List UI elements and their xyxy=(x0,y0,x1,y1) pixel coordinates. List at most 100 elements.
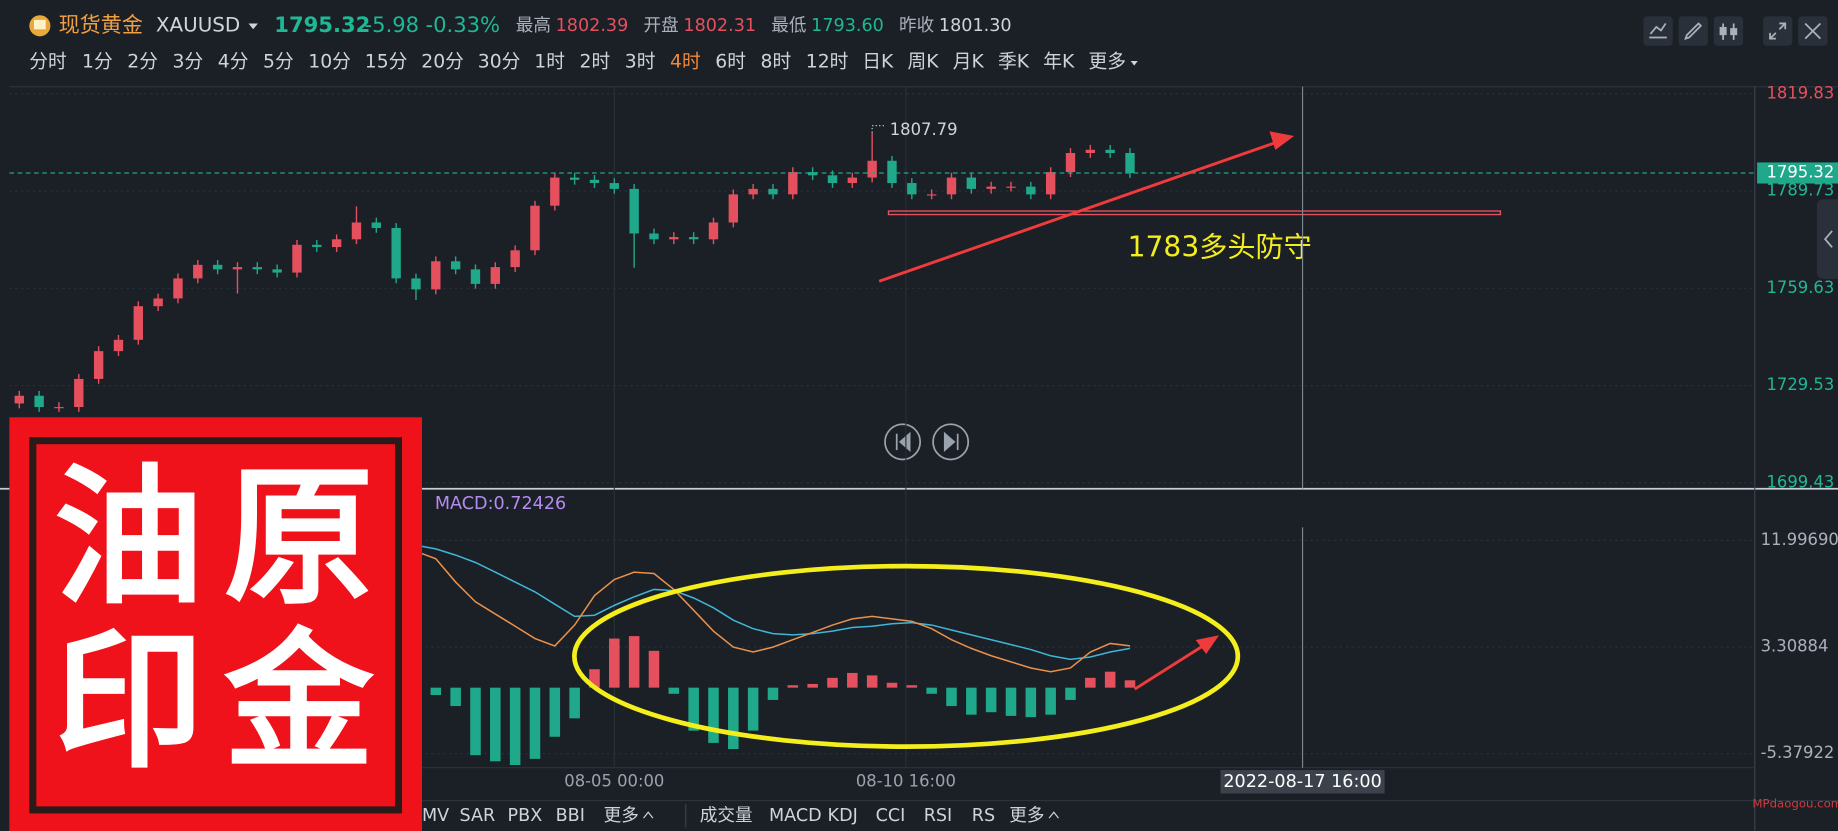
candle-body xyxy=(1125,153,1135,174)
period-tab[interactable]: 10分 xyxy=(308,51,351,73)
macd-bar xyxy=(1124,680,1136,688)
indicator-tab[interactable]: KDJ xyxy=(828,806,858,826)
macd-bar xyxy=(708,687,719,743)
seal-outer xyxy=(9,417,422,831)
period-tab[interactable]: 1时 xyxy=(534,51,565,73)
period-tab[interactable]: 2时 xyxy=(580,51,611,73)
macd-bar xyxy=(1025,687,1037,718)
candle-body xyxy=(292,244,302,273)
y-tick-label: 3.30884 xyxy=(1761,637,1829,656)
period-tab[interactable]: 12时 xyxy=(806,51,849,73)
period-tab[interactable]: 30分 xyxy=(478,51,521,73)
period-tab[interactable]: 4分 xyxy=(218,51,249,73)
candle-body xyxy=(113,339,124,352)
indicator-tab[interactable]: CCI xyxy=(876,806,906,826)
period-tab[interactable]: 1分 xyxy=(82,51,113,73)
period-tab[interactable]: 周K xyxy=(908,52,940,73)
period-tab[interactable]: 5分 xyxy=(263,51,294,73)
candle-body xyxy=(450,261,461,270)
period-bar: 分时 1分 2分 3分 4分 5分 10分 15分 20分 30分 1时 2时 3时 4时 6时 8时 12时日… xyxy=(29,51,1138,73)
candle-body xyxy=(212,264,223,270)
period-tab[interactable]: 3分 xyxy=(173,51,204,73)
candle-body xyxy=(1026,186,1036,195)
period-tab[interactable]: 20分 xyxy=(421,51,464,73)
period-tab[interactable]: 8时 xyxy=(761,51,792,73)
prev-icon xyxy=(898,431,911,453)
instrument-symbol[interactable]: XAUUSD xyxy=(156,13,240,36)
seal-border xyxy=(29,437,403,814)
instrument-name[interactable]: 现货黄金 xyxy=(59,12,143,37)
indicator-tab[interactable]: PBX xyxy=(508,806,543,826)
candle-body xyxy=(768,188,778,195)
indicator-tab[interactable]: 更多 xyxy=(604,806,639,826)
side-tab[interactable] xyxy=(1816,199,1838,279)
indicator-tab[interactable]: RS xyxy=(972,806,995,826)
period-tab[interactable]: 更多 xyxy=(1088,51,1126,73)
playback xyxy=(884,423,970,461)
candle-body xyxy=(470,269,481,284)
period-tab[interactable]: 年K xyxy=(1043,51,1075,73)
candle-body xyxy=(74,378,84,408)
candle-body xyxy=(530,205,540,251)
candle-body xyxy=(193,264,203,279)
indicator-tab[interactable]: 成交量 xyxy=(700,806,753,826)
crosshair-tag xyxy=(1220,770,1385,794)
macd-bar xyxy=(946,687,957,707)
indicator-tab[interactable]: RSI xyxy=(924,806,953,826)
last-price: 1795.32 xyxy=(274,12,370,37)
candle-body xyxy=(431,261,441,290)
period-tab[interactable]: 15分 xyxy=(365,51,408,73)
candle-body xyxy=(371,222,381,228)
indicator-tab[interactable]: SAR xyxy=(460,806,496,826)
dropdown-caret[interactable] xyxy=(248,23,258,30)
macd-bar xyxy=(1045,687,1056,715)
period-tab[interactable]: 季K xyxy=(998,51,1030,73)
coin-icon xyxy=(33,19,46,30)
candle-body xyxy=(946,177,957,195)
candle-body xyxy=(748,188,758,195)
period-tab[interactable]: 月K xyxy=(953,52,985,73)
candle-body xyxy=(1006,186,1016,188)
candle-body xyxy=(252,267,262,270)
macd-bar xyxy=(628,636,640,688)
support-line xyxy=(887,210,1502,216)
candle-body xyxy=(649,233,659,240)
stat-label: 最低 xyxy=(771,16,806,36)
candle-body xyxy=(391,227,401,279)
macd-bar xyxy=(985,687,997,713)
y-tick-label: 1729.53 xyxy=(1766,375,1834,394)
toolbar-icons xyxy=(1643,16,1828,46)
indicator-tab[interactable]: 更多 xyxy=(1009,806,1044,826)
candle-body xyxy=(986,186,996,189)
icon-button[interactable] xyxy=(1678,16,1708,46)
candle-body xyxy=(867,160,877,178)
macd-arrow xyxy=(1133,643,1206,691)
high-marker xyxy=(871,125,887,133)
indicator-tab[interactable]: MACD xyxy=(769,806,822,826)
macd-bar xyxy=(668,687,680,694)
candle-body xyxy=(708,222,719,240)
macd-legend: MACD:0.72426 xyxy=(435,494,566,514)
macd-bar xyxy=(688,687,699,731)
indicator-tab[interactable]: BBI xyxy=(556,806,585,826)
macd-bar xyxy=(549,687,561,737)
indicator-tab[interactable]: MV xyxy=(422,806,449,826)
icon-button[interactable] xyxy=(1643,16,1673,46)
period-tab[interactable]: 2分 xyxy=(127,51,158,73)
stat-value: 1802.39 xyxy=(556,16,629,36)
trend-arrow-head xyxy=(1269,131,1295,151)
period-tab[interactable]: 分时 xyxy=(29,51,67,73)
period-tab[interactable]: 日K xyxy=(862,52,894,73)
y-tick-label: 1789.73 xyxy=(1766,181,1834,200)
period-tab[interactable]: 4时 xyxy=(670,51,701,73)
period-tab[interactable]: 3时 xyxy=(625,51,656,73)
candle-body xyxy=(609,183,620,189)
icon-button[interactable] xyxy=(1762,16,1793,46)
period-tab[interactable]: 6时 xyxy=(715,51,746,73)
candle-body xyxy=(887,160,897,184)
stat-value: 1793.60 xyxy=(811,16,884,36)
stat-label: 开盘 xyxy=(644,16,679,36)
icon-button[interactable] xyxy=(1713,16,1744,46)
candle-body xyxy=(1085,149,1096,154)
seal-char: 金 xyxy=(223,616,375,790)
